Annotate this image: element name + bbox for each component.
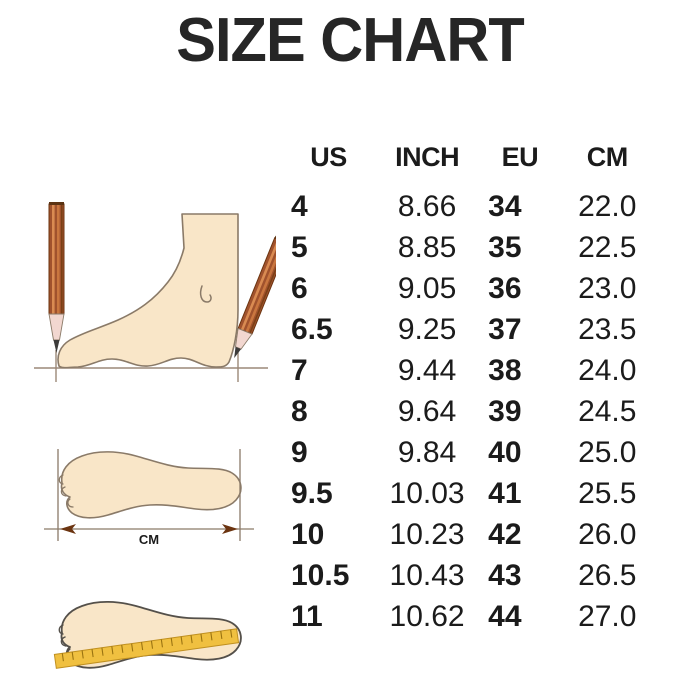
size-chart-table: US INCH EU CM 4 8.66 34 22.0 5 8.85 35 22.5 6 9.0…: [283, 142, 655, 637]
cell-us: 9.5: [291, 477, 333, 510]
column-header-inch: INCH: [395, 142, 460, 172]
cell-eu: 37: [488, 313, 522, 346]
cell-us: 8: [291, 395, 308, 428]
cell-us: 5: [291, 231, 308, 264]
table-row: 7 9.44 38 24.0: [283, 350, 655, 391]
table-header-row: US INCH EU CM: [283, 142, 655, 186]
column-header-us: US: [310, 142, 347, 172]
cell-us: 6: [291, 272, 308, 305]
arrow-left: [60, 524, 76, 534]
toe-bumps: [58, 474, 74, 508]
cell-us: 7: [291, 354, 308, 387]
cell-eu: 35: [488, 231, 522, 264]
column-header-eu: EU: [501, 142, 539, 172]
cell-inch: 10.62: [389, 600, 465, 633]
foot-outline: [57, 213, 239, 369]
cell-cm: 22.0: [578, 190, 637, 223]
cell-us: 11: [291, 600, 323, 633]
cell-inch: 8.85: [397, 231, 457, 264]
cell-us: 10.5: [291, 559, 350, 592]
cell-us: 4: [291, 190, 308, 223]
cell-us: 9: [291, 436, 308, 469]
cell-cm: 23.5: [578, 313, 637, 346]
cell-cm: 25.5: [578, 477, 637, 510]
table-row: 10.5 10.43 43 26.5: [283, 555, 655, 596]
table-row: 10 10.23 42 26.0: [283, 514, 655, 555]
cell-inch: 10.23: [389, 518, 465, 551]
table-row: 9.5 10.03 41 25.5: [283, 473, 655, 514]
cm-dimension-label: CM: [139, 532, 159, 547]
table-row: 6 9.05 36 23.0: [283, 268, 655, 309]
table-row: 5 8.85 35 22.5: [283, 227, 655, 268]
cell-inch: 8.66: [397, 190, 457, 223]
arrow-right: [222, 524, 238, 534]
cell-eu: 41: [488, 477, 522, 510]
measuring-tape: [53, 628, 240, 669]
cell-eu: 40: [488, 436, 522, 469]
cell-us: 10: [291, 518, 325, 551]
cell-cm: 23.0: [578, 272, 637, 305]
cell-cm: 25.0: [578, 436, 637, 469]
cell-eu: 39: [488, 395, 522, 428]
cell-cm: 27.0: [578, 600, 637, 633]
footprint-outline: [60, 451, 242, 519]
cell-inch: 9.84: [397, 436, 457, 469]
cell-inch: 10.03: [389, 477, 465, 510]
cell-cm: 24.0: [578, 354, 637, 387]
cell-inch: 9.44: [397, 354, 457, 387]
table-row: 9 9.84 40 25.0: [283, 432, 655, 473]
cell-eu: 36: [488, 272, 522, 305]
cell-inch: 9.25: [397, 313, 457, 346]
table-row: 8 9.64 39 24.5: [283, 391, 655, 432]
cell-eu: 34: [488, 190, 522, 223]
cell-cm: 26.0: [578, 518, 637, 551]
cell-inch: 9.05: [397, 272, 457, 305]
footprint-with-measuring-tape: [30, 585, 260, 695]
table-row: 11 10.62 44 27.0: [283, 596, 655, 637]
table-row: 4 8.66 34 22.0: [283, 186, 655, 227]
cell-inch: 10.43: [389, 559, 465, 592]
cell-eu: 44: [488, 600, 522, 633]
cell-eu: 43: [488, 559, 522, 592]
cell-cm: 22.5: [578, 231, 637, 264]
cm-label-bg: [131, 530, 167, 548]
foot-side-view-with-pencils: [26, 190, 290, 395]
cell-us: 6.5: [291, 313, 333, 346]
table-row: 6.5 9.25 37 23.5: [283, 309, 655, 350]
footprint-with-cm-dimension: CM: [30, 425, 260, 560]
ankle-crease: [199, 285, 212, 303]
cell-eu: 38: [488, 354, 522, 387]
page-title: SIZE CHART: [176, 6, 524, 75]
cell-cm: 24.5: [578, 395, 637, 428]
cell-eu: 42: [488, 518, 522, 551]
pencil-left: [48, 202, 65, 353]
cell-inch: 9.64: [397, 395, 457, 428]
column-header-cm: CM: [586, 142, 629, 172]
cell-cm: 26.5: [578, 559, 637, 592]
